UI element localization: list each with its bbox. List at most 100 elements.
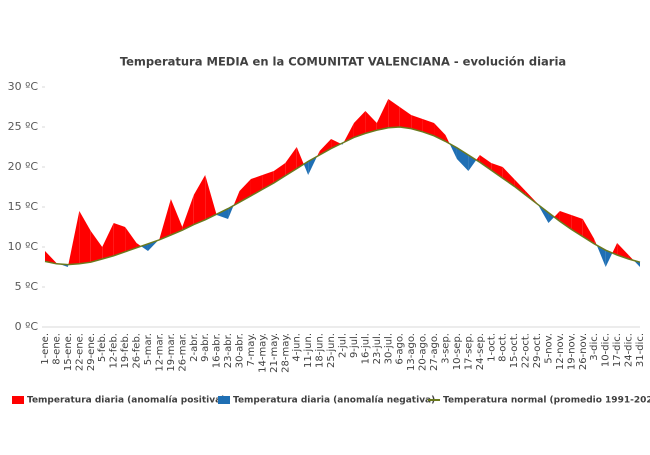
x-tick-label: 28-may.	[280, 333, 291, 373]
anomaly-area	[216, 208, 229, 219]
y-tick-label: 0 ºC	[15, 320, 39, 333]
anomaly-area	[596, 245, 606, 267]
x-tick-label: 15-oct.	[509, 333, 520, 368]
x-tick-label: 16-abr.	[212, 333, 223, 368]
anomaly-area	[182, 195, 194, 231]
y-tick-label: 25 ºC	[8, 120, 39, 133]
anomaly-area	[147, 240, 159, 251]
x-tick-label: 14-may.	[257, 333, 268, 373]
anomaly-area	[228, 205, 234, 219]
anomaly-area	[514, 179, 526, 195]
anomaly-area	[90, 231, 103, 263]
legend-label: Temperatura diaria (anomalía positiva)	[27, 396, 225, 406]
x-tick-label: 17-sep.	[463, 333, 474, 370]
normal-line	[44, 126, 641, 266]
anomaly-area	[233, 191, 240, 206]
anomaly-area	[159, 199, 171, 240]
legend-label: Temperatura diaria (anomalía negativa)	[233, 396, 435, 406]
x-tick-label: 30-jul.	[383, 333, 394, 364]
anomaly-area	[79, 211, 91, 264]
anomaly-area	[125, 227, 137, 252]
anomaly-area	[554, 211, 560, 222]
x-tick-label: 19-nov.	[566, 333, 577, 370]
x-tick-label: 13-ago.	[406, 333, 417, 371]
x-tick-label: 23-abr.	[223, 333, 234, 368]
x-tick-label: 5-feb.	[97, 333, 108, 362]
y-tick-label: 15 ºC	[8, 200, 39, 213]
anomaly-area	[479, 155, 492, 171]
x-tick-label: 8-oct.	[498, 333, 509, 362]
x-tick-label: 3-sep.	[440, 333, 451, 364]
anomaly-area	[193, 175, 206, 225]
y-tick-label: 30 ºC	[8, 80, 39, 93]
x-tick-label: 24-dic.	[624, 333, 635, 367]
anomaly-area	[612, 243, 618, 255]
x-tick-label: 15-ene.	[63, 333, 74, 371]
anomaly-area	[617, 243, 629, 259]
x-tick-label: 21-may.	[269, 333, 280, 373]
anomaly-area	[353, 111, 366, 138]
x-tick-label: 23-jul.	[372, 333, 383, 364]
anomaly-area	[411, 115, 423, 132]
anomaly-area	[491, 163, 503, 179]
x-tick-label: 30-abr.	[235, 333, 246, 368]
anomaly-area	[113, 223, 126, 256]
x-tick-label: 27-ago.	[429, 333, 440, 371]
anomaly-area	[525, 191, 538, 204]
x-tick-label: 12-nov.	[555, 333, 566, 370]
x-tick-label: 31-dic.	[635, 333, 646, 367]
x-tick-label: 5-nov.	[543, 333, 554, 364]
anomaly-area	[319, 139, 332, 155]
anomaly-area	[548, 212, 555, 223]
x-tick-label: 19-feb.	[120, 333, 131, 369]
x-tick-label: 26-nov.	[578, 333, 589, 370]
anomaly-area	[239, 179, 251, 203]
x-tick-label: 3-dic.	[589, 333, 600, 361]
x-tick-label: 8-ene.	[51, 333, 62, 365]
x-tick-label: 26-mar.	[177, 333, 188, 372]
x-tick-label: 9-abr.	[200, 333, 211, 362]
x-tick-label: 6-ago.	[395, 333, 406, 365]
anomaly-area	[605, 250, 613, 267]
x-tick-label: 12-mar.	[154, 333, 165, 372]
y-tick-label: 5 ºC	[15, 280, 39, 293]
x-tick-label: 24-sep.	[475, 333, 486, 370]
anomaly-area	[343, 123, 354, 143]
x-tick-label: 4-jun.	[292, 333, 303, 362]
y-tick-label: 10 ºC	[8, 240, 39, 253]
x-tick-label: 25-jun.	[326, 333, 337, 368]
anomaly-area	[262, 171, 274, 190]
x-tick-label: 10-dic.	[601, 333, 612, 367]
x-tick-label: 1-ene.	[40, 333, 51, 365]
chart-title: Temperatura MEDIA en la COMUNITAT VALENC…	[120, 55, 566, 69]
legend-swatch	[218, 396, 230, 404]
anomaly-area	[205, 175, 217, 220]
x-tick-label: 9-jul.	[349, 333, 360, 358]
anomaly-area	[537, 204, 549, 223]
x-tick-label: 18-jun.	[315, 333, 326, 368]
x-tick-label: 22-ene.	[74, 333, 85, 371]
anomaly-area	[308, 156, 318, 175]
x-tick-label: 20-ago.	[418, 333, 429, 371]
anomaly-area	[399, 107, 412, 129]
anomaly-area	[102, 223, 114, 259]
anomaly-area	[285, 147, 297, 176]
x-tick-label: 7-may.	[246, 333, 257, 367]
anomaly-area	[136, 243, 142, 248]
x-tick-label: 11-jun.	[303, 333, 314, 368]
legend-swatch	[12, 396, 24, 404]
anomaly-area	[296, 147, 304, 169]
anomaly-area	[388, 99, 400, 128]
anomaly-area	[273, 163, 286, 183]
x-tick-label: 2-jul.	[338, 333, 349, 358]
anomaly-area	[422, 119, 435, 136]
anomaly-area	[331, 139, 341, 149]
x-tick-label: 19-mar.	[166, 333, 177, 372]
anomaly-area	[68, 211, 80, 265]
anomaly-area	[45, 251, 57, 264]
x-tick-label: 29-ene.	[86, 333, 97, 371]
anomaly-area	[571, 215, 583, 237]
y-tick-label: 20 ºC	[8, 160, 39, 173]
x-tick-label: 17-dic.	[612, 333, 623, 367]
